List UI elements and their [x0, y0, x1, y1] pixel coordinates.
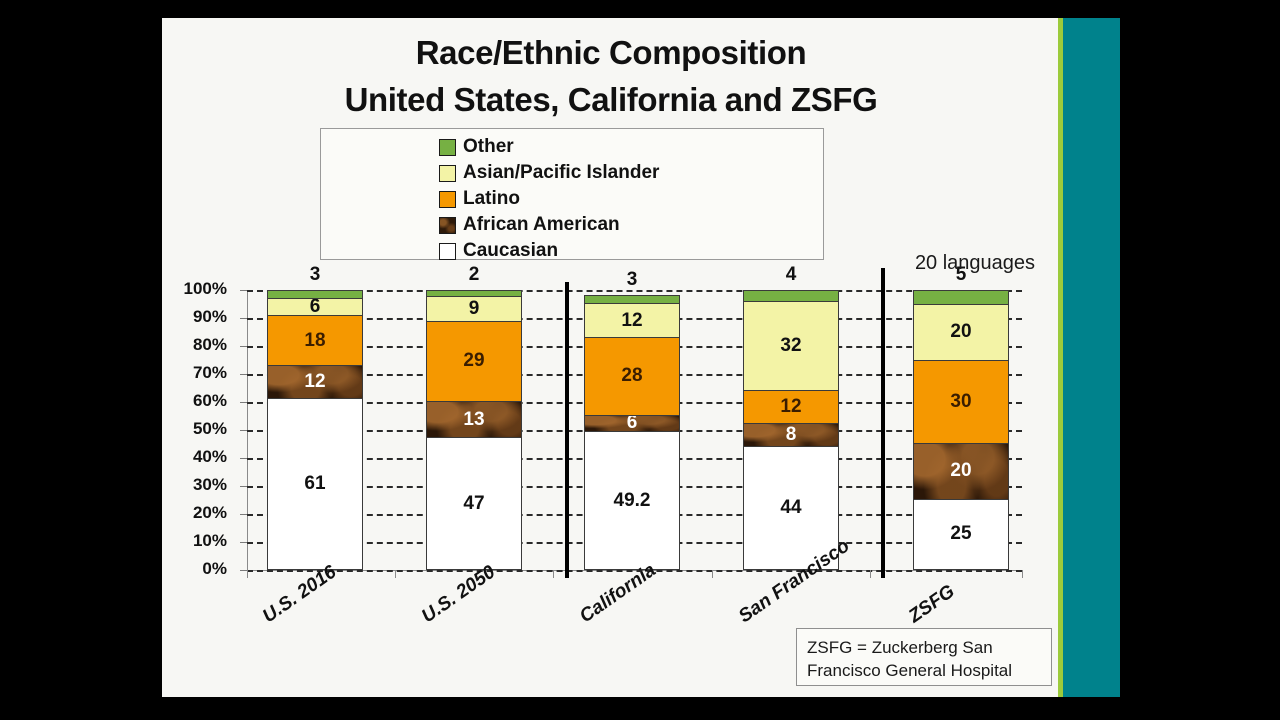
bar-segment	[585, 296, 679, 305]
bar-segment: 47	[427, 438, 521, 569]
legend-label-caucasian: Caucasian	[463, 240, 559, 261]
legend-label-other: Other	[463, 136, 514, 157]
page-title-line1: Race/Ethnic Composition	[415, 34, 807, 71]
y-axis-tick	[240, 402, 247, 403]
legend-label-latino: Latino	[463, 188, 520, 209]
y-axis-tick	[240, 374, 247, 375]
group-separator-1	[565, 282, 569, 578]
bar-segment: 6	[268, 299, 362, 317]
bar-top-label: 3	[309, 264, 321, 285]
legend-swatch-african-american-icon	[439, 216, 456, 234]
legend-label-african-american: African American	[463, 214, 620, 235]
x-axis-tick	[870, 570, 871, 578]
y-axis-tick	[240, 346, 247, 347]
legend-item-other: Other	[439, 134, 659, 160]
plot-area: 0% 10% 20% 30% 40% 50% 60% 70% 80% 90% 100% 6 18 12 6…	[184, 252, 1036, 627]
bar-u-s-2016[interactable]: 6 18 12 61	[267, 290, 363, 570]
bar-segment	[268, 291, 362, 300]
y-axis-tick	[240, 290, 247, 291]
bar-segment: 61	[268, 399, 362, 569]
legend-swatch-asian-icon	[439, 164, 456, 182]
bar-segment: 12	[744, 391, 838, 425]
bar-segment: 44	[744, 446, 838, 569]
y-axis-tick-label: 60%	[192, 391, 227, 410]
y-axis-tick	[240, 430, 247, 431]
y-axis-tick-label: 100%	[183, 279, 227, 298]
legend-swatch-caucasian-icon	[439, 242, 456, 260]
bar-segment	[427, 291, 521, 297]
legend-item-asian: Asian/Pacific Islander	[439, 160, 659, 186]
bar-zsfg[interactable]: 20 30 20 25	[913, 290, 1009, 570]
y-axis-tick-label: 20%	[192, 503, 227, 522]
bar-top-label: 4	[785, 264, 797, 285]
bar-segment: 6	[585, 415, 679, 433]
chart-legend: Other Asian/Pacific Islander Latino Afri…	[320, 128, 824, 261]
bar-segment: 28	[585, 337, 679, 416]
legend-items: Other Asian/Pacific Islander Latino Afri…	[439, 134, 659, 264]
legend-item-latino: Latino	[439, 186, 659, 212]
legend-swatch-other-icon	[439, 138, 456, 156]
gridline	[247, 290, 1022, 292]
bar-segment: 20	[914, 304, 1008, 361]
bar-segment: 49.2	[585, 432, 679, 570]
group-separator-2	[881, 268, 885, 578]
bar-segment	[744, 291, 838, 303]
bar-segment: 13	[427, 402, 521, 439]
x-axis-tick	[247, 570, 248, 578]
bar-segment: 29	[427, 321, 521, 403]
bar-top-label: 5	[955, 264, 967, 285]
x-axis-label-zsfg: ZSFG	[905, 580, 959, 628]
y-axis-tick-label: 10%	[192, 531, 227, 550]
x-axis-tick	[712, 570, 713, 578]
gridline	[247, 570, 1022, 572]
y-axis-tick-label: 40%	[192, 447, 227, 466]
bar-san-francisco[interactable]: 32 12 8 44	[743, 290, 839, 570]
bar-california[interactable]: 12 28 6 49.2	[584, 295, 680, 570]
y-axis-tick	[240, 486, 247, 487]
y-axis-tick-label: 90%	[192, 307, 227, 326]
bar-segment: 18	[268, 316, 362, 367]
bar-segment: 25	[914, 499, 1008, 569]
y-axis-tick-label: 70%	[192, 363, 227, 382]
slide-canvas: Race/Ethnic Composition United States, C…	[162, 18, 1060, 697]
x-axis-tick	[1022, 570, 1023, 578]
bar-u-s-2050[interactable]: 9 29 13 47	[426, 290, 522, 570]
x-axis-tick	[553, 570, 554, 578]
accent-stripe-green	[1058, 18, 1063, 697]
legend-swatch-latino-icon	[439, 190, 456, 208]
y-axis-tick	[240, 458, 247, 459]
y-axis-tick	[240, 570, 247, 571]
stacked-bar-chart: 0% 10% 20% 30% 40% 50% 60% 70% 80% 90% 100% 6 18 12 6…	[162, 18, 1060, 697]
y-axis-tick	[240, 318, 247, 319]
bar-segment	[914, 291, 1008, 305]
accent-band-teal	[1063, 18, 1120, 697]
bar-segment: 9	[427, 296, 521, 322]
x-axis-tick	[395, 570, 396, 578]
bar-segment: 20	[914, 443, 1008, 500]
legend-item-african-american: African American	[439, 212, 659, 238]
legend-label-asian: Asian/Pacific Islander	[463, 162, 660, 183]
y-axis-tick	[240, 514, 247, 515]
footnote-box: ZSFG = Zuckerberg San Francisco General …	[796, 628, 1052, 686]
y-axis-tick	[240, 542, 247, 543]
y-axis-tick-label: 80%	[192, 335, 227, 354]
bar-segment: 30	[914, 360, 1008, 444]
page-title-line2: United States, California and ZSFG	[344, 81, 878, 118]
bar-segment: 8	[744, 424, 838, 447]
y-axis-tick-label: 50%	[192, 419, 227, 438]
bar-segment: 12	[268, 366, 362, 400]
bar-top-label: 3	[626, 269, 638, 291]
y-axis-tick-label: 0%	[202, 559, 227, 578]
bar-segment: 32	[744, 302, 838, 392]
bar-top-label: 2	[468, 264, 480, 285]
legend-item-caucasian: Caucasian	[439, 238, 659, 264]
bar-segment: 12	[585, 304, 679, 338]
y-axis-tick-label: 30%	[192, 475, 227, 494]
zsfg-languages-annotation: 20 languages	[914, 252, 1036, 274]
